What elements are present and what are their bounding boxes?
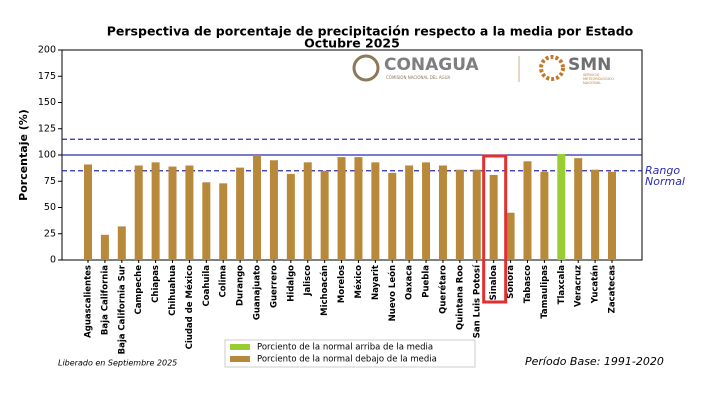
- y-tick-label: 100: [38, 150, 56, 161]
- bar: [455, 169, 464, 260]
- x-tick-label: Aguascalientes: [84, 265, 94, 338]
- release-note: Liberado en Septiembre 2025: [58, 359, 177, 368]
- chart-title: Perspectiva de porcentaje de precipitaci…: [107, 24, 634, 39]
- x-tick-label: Durango: [236, 265, 246, 306]
- highlight-box: [482, 154, 508, 304]
- bar: [608, 171, 616, 260]
- x-tick-label: Baja California Sur: [117, 264, 127, 354]
- smn-sub: NACIONAL: [583, 81, 601, 85]
- bar: [168, 166, 177, 260]
- x-tick-label: Oaxaca: [405, 265, 415, 300]
- bar: [489, 174, 498, 260]
- x-tick-label: Puebla: [422, 265, 432, 298]
- x-tick-label: Baja California: [100, 265, 110, 335]
- bar: [117, 226, 126, 260]
- smn-sub: SERVICIO: [583, 73, 600, 77]
- bar: [506, 212, 515, 260]
- x-tick-label: Coahuila: [202, 265, 212, 307]
- y-tick-label: 50: [44, 202, 56, 213]
- bar: [540, 171, 549, 260]
- bar: [84, 164, 92, 260]
- x-tick-label: Zacatecas: [608, 265, 618, 313]
- x-tick-label: Guerrero: [269, 265, 279, 308]
- y-axis-label: Porcentaje (%): [17, 109, 30, 201]
- x-tick-label: Chihuahua: [168, 265, 178, 316]
- x-tick-label: Michoacán: [320, 265, 330, 316]
- x-tick-label: México: [353, 265, 364, 299]
- bar: [354, 157, 363, 260]
- bar: [557, 153, 566, 260]
- x-tick-label: Querétaro: [437, 265, 448, 314]
- bar: [303, 162, 312, 260]
- x-tick-label: Chiapas: [151, 265, 161, 303]
- bar: [388, 172, 397, 260]
- y-tick-label: 75: [44, 176, 56, 187]
- conagua-icon: [352, 54, 380, 82]
- smn-sub: METEOROLÓGICO: [583, 76, 614, 81]
- chart-subtitle: Octubre 2025: [304, 36, 400, 51]
- bar: [320, 170, 329, 260]
- x-tick-label: Campeche: [134, 265, 144, 315]
- x-tick-label: Sonora: [506, 265, 516, 299]
- bar: [134, 165, 143, 260]
- y-tick-label: 125: [38, 123, 56, 134]
- bar: [574, 158, 583, 260]
- x-tick-label: Nuevo León: [387, 265, 398, 321]
- x-tick-label: Colima: [219, 265, 229, 298]
- x-tick-label: Tlaxcala: [557, 265, 567, 305]
- bar: [236, 167, 245, 260]
- y-tick-label: 0: [50, 255, 56, 266]
- bar: [100, 234, 109, 260]
- legend-label: Porciento de la normal arriba de la medi…: [257, 343, 433, 353]
- legend: [224, 339, 476, 368]
- bar: [253, 155, 262, 260]
- legend-swatch: [230, 344, 250, 350]
- bar: [269, 160, 278, 260]
- bar: [438, 165, 447, 260]
- conagua-sub: COMISIÓN NACIONAL DEL AGUA: [386, 75, 451, 80]
- x-tick-label: Jalisco: [303, 265, 313, 297]
- legend-swatch: [230, 356, 250, 362]
- x-tick-label: Veracruz: [574, 265, 584, 307]
- x-tick-label: Nayarit: [371, 265, 381, 300]
- x-tick-label: Quintana Roo: [455, 265, 465, 330]
- bar: [286, 173, 295, 260]
- base-period: Período Base: 1991-2020: [525, 355, 664, 368]
- x-tick-label: Morelos: [337, 265, 347, 303]
- bar: [591, 169, 600, 260]
- smn-logo: SMN: [568, 55, 611, 75]
- bar: [202, 182, 211, 260]
- logos: CONAGUA COMISIÓN NACIONAL DEL AGUA SMN S…: [352, 54, 614, 85]
- x-tick-label: Hidalgo: [286, 265, 296, 302]
- x-tick-label: Sinaloa: [489, 265, 499, 301]
- legend-label: Porciento de la normal debajo de la medi…: [257, 355, 437, 365]
- smn-icon: [539, 55, 565, 81]
- x-tick-label: San Luis Potosí: [472, 264, 482, 338]
- range-label: Rango: [645, 164, 680, 177]
- bar: [337, 157, 346, 260]
- bar: [371, 162, 380, 260]
- bar: [523, 161, 532, 260]
- conagua-logo: CONAGUA: [384, 55, 480, 75]
- range-label: Normal: [645, 175, 685, 188]
- y-tick-label: 25: [44, 228, 56, 239]
- y-tick-label: 150: [38, 97, 56, 108]
- bar: [219, 183, 228, 260]
- x-tick-label: Ciudad de México: [184, 265, 195, 350]
- bar: [185, 165, 194, 260]
- y-tick-label: 175: [38, 71, 56, 82]
- x-tick-label: Tamaulipas: [540, 265, 550, 319]
- bar: [405, 165, 414, 260]
- bar: [422, 162, 431, 260]
- x-tick-label: Yucatán: [591, 265, 601, 304]
- x-tick-label: Guanajuato: [253, 265, 263, 320]
- x-tick-label: Tabasco: [523, 265, 533, 303]
- y-tick-label: 200: [38, 45, 56, 56]
- bar: [151, 162, 160, 260]
- bar: [472, 169, 481, 260]
